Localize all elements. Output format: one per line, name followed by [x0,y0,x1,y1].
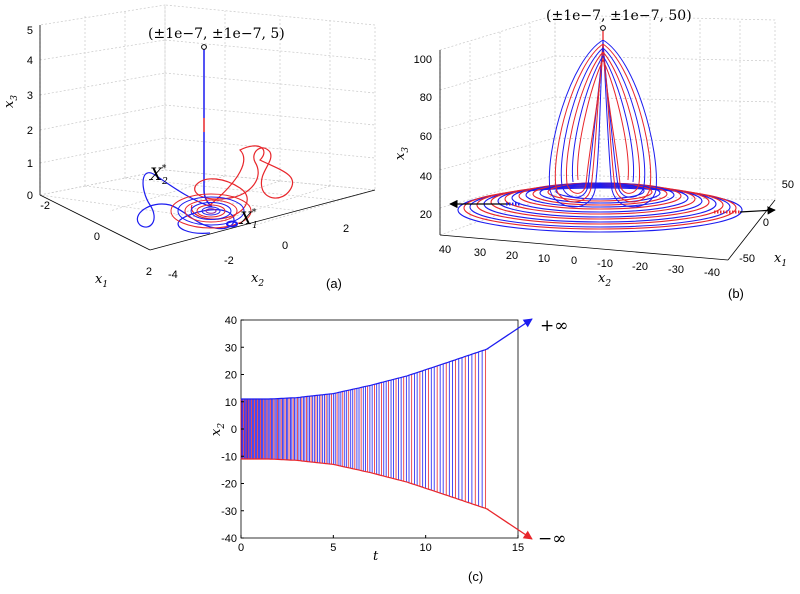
svg-text:2: 2 [146,266,152,278]
svg-text:-2: -2 [224,255,234,267]
traj-a-blue-1 [203,48,213,208]
y-tick-label: 10 [225,397,237,409]
svg-text:100: 100 [414,54,432,66]
x1-ticks-a: -2 0 2 [40,200,152,278]
x-tick-label: 10 [420,542,432,554]
y-tick-label: 40 [225,315,237,327]
arrow-plus-inf [486,318,533,350]
minus-infinity: −∞ [538,529,566,549]
equilibrium-2-label: X2* [148,164,168,187]
svg-text:-50: -50 [739,253,755,265]
x2-label-b: x2 [598,271,611,289]
x1-label-a: x1 [95,272,108,290]
x3-label-a: x3 [2,95,20,108]
panel-a: (±1e−7, ±1e−7, 5) X2* X1* 5 4 3 2 1 0 x3… [2,4,376,291]
x3-ticks-b: 100 80 60 40 20 [414,54,432,221]
svg-text:-10: -10 [597,258,613,270]
svg-text:0: 0 [94,231,100,243]
svg-text:3: 3 [27,90,33,102]
svg-text:4: 4 [27,55,33,67]
arrow-minus-inf [486,508,533,540]
y-tick-label: -20 [221,479,237,491]
svg-text:50: 50 [782,179,794,191]
svg-text:0: 0 [763,217,769,229]
x2-ticks-a: -4 -2 0 2 [168,223,349,281]
svg-text:1: 1 [27,158,33,170]
y-tick-label: -30 [221,506,237,518]
x1-label-b: x1 [774,251,787,269]
escape-right-b [739,206,776,215]
svg-text:40: 40 [439,244,451,256]
svg-text:0: 0 [27,190,33,202]
x3-ticks-a: 5 4 3 2 1 0 [27,25,33,202]
panel-c: 0 5 10 15 40 30 20 10 0 -10 -20 -30 -40 +∞ −∞ t x2 (… [209,315,568,584]
axis-ticks-c: 0 5 10 15 40 30 20 10 0 -10 -20 -30 -40 [221,315,524,554]
x-tick-label: 15 [512,542,524,554]
panel-label-a: (a) [326,276,342,291]
svg-text:-20: -20 [632,261,648,273]
initial-point-a [201,44,207,50]
svg-text:0: 0 [282,240,288,252]
svg-text:60: 60 [420,131,432,143]
y-tick-label: 0 [231,424,237,436]
svg-text:-30: -30 [668,264,684,276]
ylabel-c: x2 [209,423,227,436]
svg-text:2: 2 [343,223,349,235]
svg-text:40: 40 [420,171,432,183]
x-tick-label: 0 [238,542,244,554]
annotation-a: (±1e−7, ±1e−7, 5) [148,26,285,42]
traj-a-blue-2 [136,172,235,234]
panel-label-c: (c) [468,569,483,584]
svg-text:-2: -2 [40,200,50,212]
svg-text:10: 10 [538,253,550,265]
equilibrium-1-label: X1* [238,208,258,231]
envelope-bottom-c [241,458,489,510]
plus-infinity: +∞ [540,316,568,336]
panel-b: (±1e−7, ±1e−7, 50) 100 80 60 40 20 x3 40… [393,8,794,301]
spiral-a [170,193,252,229]
spiral-disk-b [457,182,743,233]
panel-label-b: (b) [728,286,744,301]
x2-ticks-b: 40 30 20 10 0 -10 -20 -30 -40 [439,244,720,279]
x2-label-a: x2 [251,271,264,289]
y-tick-label: -40 [221,533,237,545]
envelope-top-c [241,348,489,400]
annotation-b: (±1e−7, ±1e−7, 50) [546,8,692,24]
y-tick-label: 20 [225,370,237,382]
lobes-b [548,39,657,208]
svg-text:-40: -40 [704,267,720,279]
svg-text:0: 0 [571,255,577,267]
svg-text:80: 80 [420,92,432,104]
svg-text:20: 20 [506,250,518,262]
y-tick-label: -10 [221,451,237,463]
svg-text:20: 20 [420,209,432,221]
svg-text:5: 5 [27,25,33,37]
svg-text:-4: -4 [168,269,178,281]
svg-text:2: 2 [27,125,33,137]
y-tick-label: 30 [225,342,237,354]
xlabel-c: t [373,549,379,564]
traj-a-red-2 [190,145,294,220]
initial-point-b [600,25,606,31]
x1-ticks-b: 50 0 -50 [739,179,794,265]
svg-text:30: 30 [474,247,486,259]
oscillation-c [240,349,487,509]
x-tick-label: 5 [330,542,336,554]
x3-label-b: x3 [393,147,411,160]
